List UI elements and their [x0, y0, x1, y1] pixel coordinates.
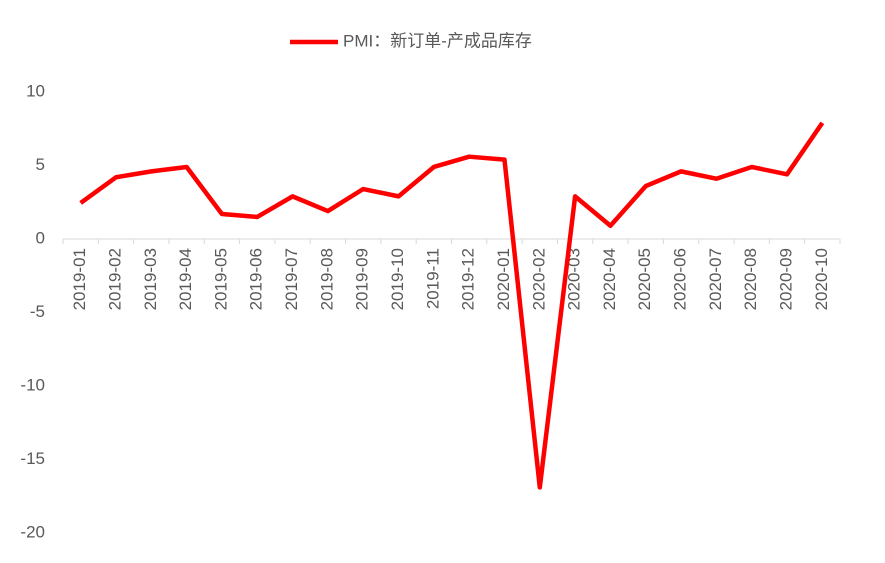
y-tick-label: -15	[20, 449, 45, 468]
x-tick-label: 2019-02	[105, 248, 124, 310]
x-tick-label: 2020-06	[671, 248, 690, 310]
y-tick-label: 0	[36, 228, 45, 247]
x-tick-label: 2020-01	[494, 248, 513, 310]
x-tick-label: 2020-05	[635, 248, 654, 310]
x-tick-label: 2020-03	[565, 248, 584, 310]
y-tick-label: -10	[20, 375, 45, 394]
x-tick-label: 2019-06	[247, 248, 266, 310]
x-tick-label: 2020-09	[777, 248, 796, 310]
x-tick-label: 2019-05	[211, 248, 230, 310]
x-tick-label: 2019-01	[70, 248, 89, 310]
legend-label: PMI：新订单-产成品库存	[343, 31, 532, 50]
x-tick-label: 2019-10	[388, 248, 407, 310]
x-tick-label: 2019-11	[423, 248, 442, 309]
x-tick-label: 2019-09	[353, 248, 372, 310]
x-tick-label: 2020-02	[529, 248, 548, 310]
x-tick-label: 2020-08	[741, 248, 760, 310]
x-tick-label: 2019-04	[176, 248, 195, 310]
x-tick-label: 2020-07	[706, 248, 725, 310]
x-tick-label: 2020-10	[812, 248, 831, 310]
x-tick-label: 2019-03	[141, 248, 160, 310]
y-tick-label: -20	[20, 522, 45, 541]
x-tick-label: 2019-07	[282, 248, 301, 310]
y-tick-label: -5	[30, 302, 45, 321]
line	[79, 121, 825, 490]
x-tick-label: 2019-12	[459, 248, 478, 310]
y-tick-label: 5	[36, 155, 45, 174]
x-tick-label: 2019-08	[317, 248, 336, 310]
x-tick-label: 2020-04	[600, 248, 619, 310]
y-tick-label: 10	[26, 81, 45, 100]
